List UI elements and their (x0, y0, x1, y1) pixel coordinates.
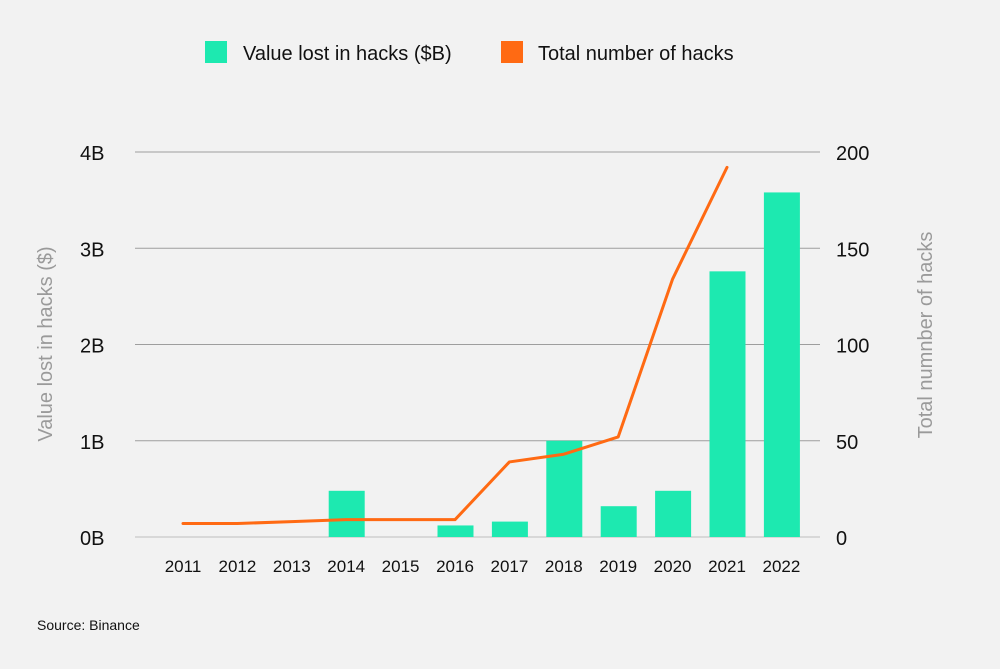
x-tick-label: 2013 (273, 557, 311, 576)
bar (600, 506, 637, 537)
source-note: Source: Binance (37, 617, 140, 633)
bar (328, 490, 365, 537)
x-tick-label: 2020 (654, 557, 692, 576)
gridlines (135, 151, 820, 538)
bar (491, 521, 528, 537)
y-left-tick-label: 4B (80, 143, 104, 165)
y-left-tick-label: 1B (80, 432, 104, 454)
y-left-tick-label: 2B (80, 336, 104, 358)
legend-label-line: Total number of hacks (538, 43, 734, 65)
x-tick-label: 2018 (545, 557, 583, 576)
bar (709, 271, 746, 537)
x-tick-label: 2012 (218, 557, 256, 576)
bar (437, 525, 474, 537)
y-right-tick-label: 100 (836, 336, 869, 358)
axes: 0B 0 1B 50 2B 100 3B 150 4B 200 2011 2012 2013 2014 20… (35, 143, 937, 576)
x-tick-label: 2011 (165, 557, 202, 576)
line-path (181, 165, 729, 526)
y-right-tick-label: 200 (836, 143, 869, 165)
y-right-axis-title: Total numnber of hacks (915, 232, 937, 439)
x-tick-label: 2022 (762, 557, 800, 576)
x-tick-label: 2014 (327, 557, 365, 576)
bar-series (328, 192, 800, 538)
legend-label-bar: Value lost in hacks ($B) (243, 43, 452, 65)
bar (763, 192, 800, 538)
x-tick-label: 2015 (382, 557, 420, 576)
y-left-tick-label: 3B (80, 239, 104, 261)
y-left-tick-label: 0B (80, 528, 104, 550)
y-right-tick-label: 50 (836, 432, 858, 454)
legend-swatch-line (501, 41, 523, 63)
legend: Value lost in hacks ($B) Total number of … (205, 41, 734, 65)
x-tick-label: 2019 (599, 557, 637, 576)
y-right-tick-label: 0 (836, 528, 847, 550)
line-series (181, 165, 729, 526)
x-tick-label: 2021 (708, 557, 746, 576)
x-tick-label: 2017 (490, 557, 528, 576)
legend-swatch-bar (205, 41, 227, 63)
x-tick-label: 2016 (436, 557, 474, 576)
y-right-tick-label: 150 (836, 239, 869, 261)
bar (655, 490, 692, 537)
y-left-axis-title: Value lost in hacks ($) (35, 246, 57, 441)
